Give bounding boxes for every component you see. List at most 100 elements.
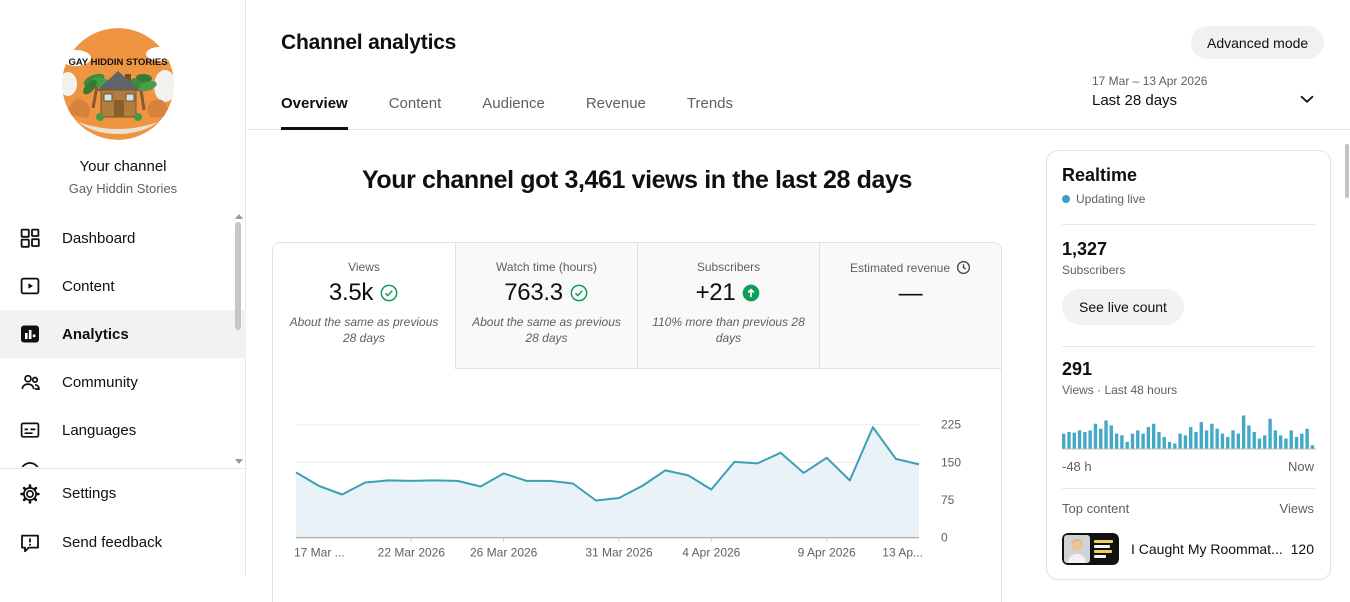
realtime-title: Realtime <box>1062 165 1138 185</box>
sidebar-item-content[interactable]: Content <box>0 262 246 310</box>
svg-text:225: 225 <box>941 418 961 432</box>
key-metrics-card: Views 3.5k About the same as previous 28… <box>272 242 1002 602</box>
see-live-count-button[interactable]: See live count <box>1062 289 1184 325</box>
page-scrollbar[interactable] <box>1345 144 1349 198</box>
sidebar-scrollbar[interactable] <box>235 222 241 330</box>
svg-text:26 Mar 2026: 26 Mar 2026 <box>470 546 538 560</box>
metric-card-watch-time[interactable]: Watch time (hours) 763.3 About the same … <box>455 243 637 369</box>
date-range-text: 17 Mar – 13 Apr 2026 <box>1092 74 1208 88</box>
realtime-status: Updating live <box>1062 192 1145 206</box>
axis-right-label: Now <box>1287 459 1314 474</box>
svg-text:75: 75 <box>941 493 955 507</box>
sidebar-footer-nav: Settings Send feedback <box>0 469 246 567</box>
clock-icon <box>957 261 971 274</box>
divider <box>1062 224 1315 225</box>
sidebar-item-settings[interactable]: Settings <box>0 469 246 518</box>
metric-label: Estimated revenue <box>849 260 951 275</box>
realtime-subscribers-label: Subscribers <box>1062 263 1126 277</box>
sidebar-item-label: Content <box>62 277 115 295</box>
views-column-label: Views <box>1279 501 1314 516</box>
svg-text:13 Ap...: 13 Ap... <box>882 546 923 560</box>
metric-card-estimated-revenue[interactable]: Estimated revenue — <box>819 243 1001 369</box>
realtime-card: Realtime Updating live 1,327 Subscribers… <box>1046 150 1331 580</box>
sidebar-item-label: Send feedback <box>62 534 163 551</box>
header-divider <box>247 129 1350 130</box>
sidebar-divider <box>0 468 246 469</box>
sidebar-item-label: Community <box>62 373 138 391</box>
metric-tabs-row: Views 3.5k About the same as previous 28… <box>273 243 1001 369</box>
divider <box>1062 488 1315 489</box>
realtime-axis: -48 h Now <box>1062 459 1314 474</box>
date-preset-text: Last 28 days <box>1092 92 1178 109</box>
metric-note: 110% more than previous 28 days <box>652 315 805 345</box>
sidebar-item-partial[interactable] <box>18 456 42 467</box>
tab-overview[interactable]: Overview <box>281 95 348 130</box>
top-content-label: Top content <box>1062 501 1130 516</box>
realtime-bar-chart <box>1062 415 1316 450</box>
channel-name: Gay Hiddin Stories <box>68 181 178 196</box>
divider <box>1062 346 1315 347</box>
top-video-row[interactable]: I Caught My Roommat... 120 <box>1062 533 1314 565</box>
metric-note: About the same as previous 28 days <box>472 315 621 345</box>
metric-label: Views <box>348 260 380 274</box>
content-icon <box>20 277 40 295</box>
sidebar: GAY HIDDIN STORIES Your channel Gay Hidd… <box>0 0 246 576</box>
realtime-views-value: 291 <box>1062 359 1093 379</box>
svg-text:31 Mar 2026: 31 Mar 2026 <box>585 546 653 560</box>
community-icon <box>21 374 40 390</box>
gear-icon <box>20 483 40 504</box>
svg-text:0: 0 <box>941 531 948 545</box>
channel-avatar-art: GAY HIDDIN STORIES <box>62 28 174 140</box>
overview-headline: Your channel got 3,461 views in the last… <box>362 166 912 194</box>
svg-text:150: 150 <box>941 455 961 469</box>
languages-icon <box>20 422 40 438</box>
svg-text:9 Apr 2026: 9 Apr 2026 <box>798 546 856 560</box>
arrow-up-circle-icon <box>743 284 760 302</box>
sidebar-item-send-feedback[interactable]: Send feedback <box>0 518 246 567</box>
tab-content[interactable]: Content <box>388 95 442 112</box>
sidebar-item-label: Dashboard <box>62 229 136 247</box>
your-channel-label: Your channel <box>79 158 167 175</box>
metric-value: +21 <box>695 279 736 306</box>
updating-live-label: Updating live <box>1076 192 1146 206</box>
tab-trends[interactable]: Trends <box>686 95 734 112</box>
metric-card-views[interactable]: Views 3.5k About the same as previous 28… <box>273 243 455 369</box>
dashboard-icon <box>20 228 40 248</box>
channel-avatar[interactable]: GAY HIDDIN STORIES <box>62 28 174 140</box>
metric-value: 3.5k <box>328 279 374 306</box>
check-circle-icon <box>570 284 588 302</box>
tab-revenue[interactable]: Revenue <box>585 95 646 112</box>
views-line-chart: 0 75 150 225 17 Mar ... 22 Mar 2026 26 Mar 202… <box>294 418 961 560</box>
chevron-down-icon[interactable] <box>1296 88 1318 115</box>
sidebar-scroll-up-arrow[interactable] <box>235 214 243 219</box>
metric-label: Watch time (hours) <box>496 260 597 274</box>
feedback-icon <box>21 534 39 552</box>
metric-card-subscribers[interactable]: Subscribers +21 110% more than previous … <box>637 243 819 369</box>
date-range-picker[interactable]: 17 Mar – 13 Apr 2026 Last 28 days <box>1092 74 1324 109</box>
advanced-mode-button[interactable]: Advanced mode <box>1191 26 1325 59</box>
axis-left-label: -48 h <box>1062 459 1092 474</box>
realtime-views-label: Views · Last 48 hours <box>1062 383 1178 397</box>
sidebar-item-dashboard[interactable]: Dashboard <box>0 214 246 262</box>
svg-text:22 Mar 2026: 22 Mar 2026 <box>378 546 446 560</box>
sidebar-scroll-down-arrow[interactable] <box>235 459 243 464</box>
tab-audience[interactable]: Audience <box>482 95 545 112</box>
analytics-icon <box>21 325 39 343</box>
realtime-subscribers-value: 1,327 <box>1062 239 1108 259</box>
metric-note: About the same as previous 28 days <box>289 315 439 345</box>
check-circle-icon <box>380 284 398 302</box>
metric-value: — <box>898 280 923 307</box>
svg-text:17 Mar ...: 17 Mar ... <box>294 546 345 560</box>
top-content-header: Top content Views <box>1062 501 1314 516</box>
sidebar-nav: Dashboard Content Analytics <box>0 214 246 454</box>
sidebar-item-label: Settings <box>62 485 117 502</box>
metric-label: Subscribers <box>696 260 761 274</box>
sidebar-item-analytics[interactable]: Analytics <box>0 310 246 358</box>
copyright-icon <box>21 462 39 467</box>
page-title: Channel analytics <box>281 31 457 54</box>
svg-text:4 Apr 2026: 4 Apr 2026 <box>682 546 740 560</box>
sidebar-item-community[interactable]: Community <box>0 358 246 406</box>
avatar-channel-text: GAY HIDDIN STORIES <box>68 57 167 68</box>
sidebar-item-languages[interactable]: Languages <box>0 406 246 454</box>
video-thumbnail <box>1062 533 1119 565</box>
